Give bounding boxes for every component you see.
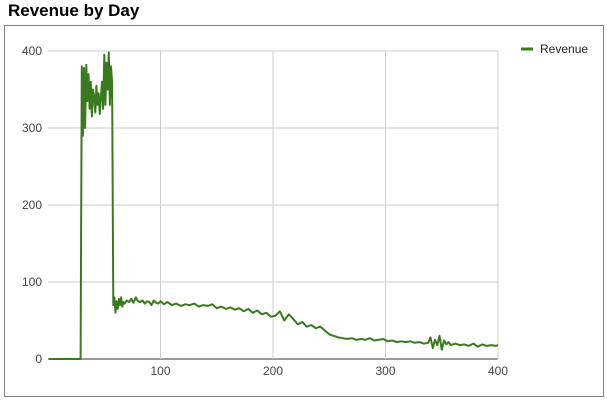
y-tick-label: 100: [22, 275, 42, 289]
series-line-revenue: [49, 51, 499, 360]
x-tick-label: 100: [150, 364, 170, 378]
x-tick-label: 200: [263, 364, 283, 378]
y-tick-label: 400: [22, 44, 42, 58]
chart-frame: 0 100 200 300 400 100 200 300 400 Revenue: [4, 25, 604, 397]
x-tick-label: 400: [488, 364, 508, 378]
x-tick-label: 300: [375, 364, 395, 378]
legend-label: Revenue: [540, 42, 588, 56]
y-tick-label: 300: [22, 121, 42, 135]
y-tick-label: 200: [22, 198, 42, 212]
line-chart: 0 100 200 300 400 100 200 300 400 Revenue: [22, 42, 588, 378]
y-tick-label: 0: [35, 352, 42, 366]
chart-title: Revenue by Day: [8, 1, 140, 20]
